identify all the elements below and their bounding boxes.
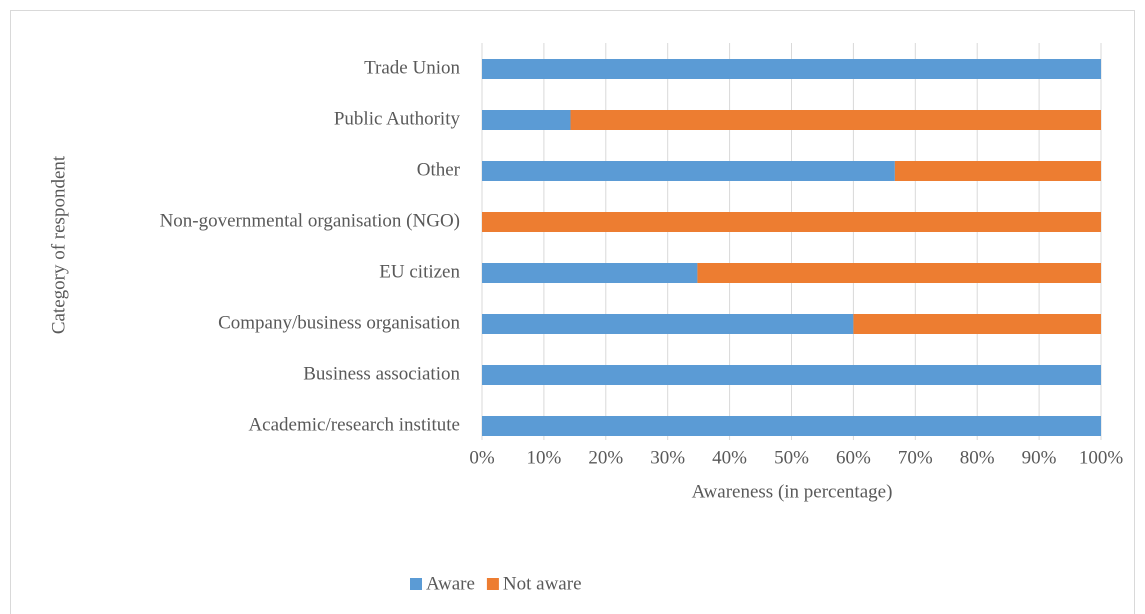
legend-swatch (486, 578, 499, 590)
bar-segment (894, 161, 1101, 181)
y-tick-label: Non-governmental organisation (NGO) (160, 210, 460, 231)
y-tick-label: Academic/research institute (248, 414, 460, 435)
legend-label: Aware (426, 573, 475, 594)
bar-segment (482, 263, 698, 283)
bar-segment (482, 212, 1101, 232)
bar-segment (482, 161, 895, 181)
x-tick-label: 100% (1079, 447, 1124, 468)
x-tick-label: 20% (588, 447, 623, 468)
y-tick-label: Company/business organisation (218, 312, 460, 333)
y-axis-title: Category of respondent (48, 155, 69, 334)
bar-segment (482, 314, 854, 334)
x-tick-label: 30% (650, 447, 685, 468)
x-tick-label: 10% (526, 447, 561, 468)
bar-segment (482, 365, 1101, 385)
x-axis-title: Awareness (in percentage) (692, 481, 893, 502)
bar-segment (482, 416, 1101, 436)
y-tick-label: Trade Union (364, 57, 460, 78)
y-tick-label: Business association (303, 363, 460, 384)
legend-label: Not aware (503, 573, 582, 594)
bar-segment (482, 110, 571, 130)
bar-segment (570, 110, 1101, 130)
bar-segment (482, 59, 1101, 79)
chart-border (10, 10, 1135, 614)
y-tick-label: EU citizen (379, 261, 460, 282)
y-tick-label: Public Authority (334, 108, 461, 129)
bar-segment (697, 263, 1101, 283)
x-tick-label: 70% (898, 447, 933, 468)
x-tick-label: 90% (1022, 447, 1057, 468)
bar-segment (853, 314, 1101, 334)
x-tick-label: 40% (712, 447, 747, 468)
y-tick-label: Other (417, 159, 461, 180)
x-tick-label: 60% (836, 447, 871, 468)
legend-swatch (410, 578, 422, 590)
x-tick-label: 80% (960, 447, 995, 468)
x-tick-label: 50% (774, 447, 809, 468)
x-tick-label: 0% (469, 447, 495, 468)
